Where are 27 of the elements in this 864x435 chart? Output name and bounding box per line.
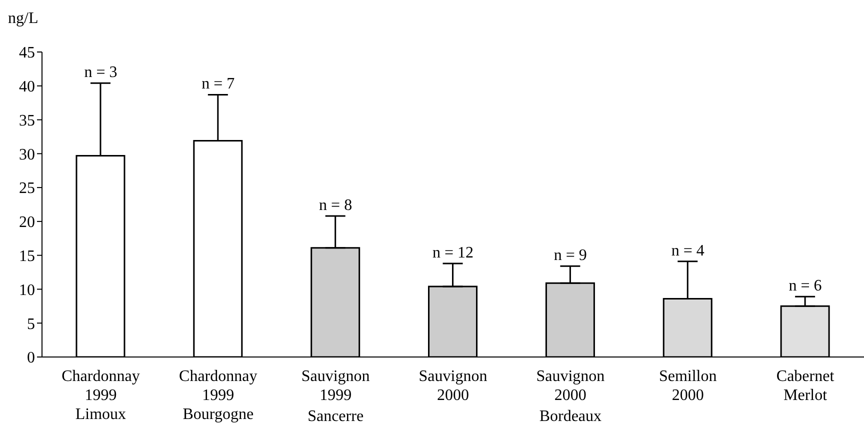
x-tick-label: Sauvignon 2000 bbox=[418, 368, 488, 404]
text: Sancerre bbox=[306, 408, 365, 426]
y-tick-label: 45 bbox=[19, 44, 35, 62]
annotation: n = 9 bbox=[554, 247, 587, 264]
y-tick-label: 30 bbox=[19, 146, 35, 164]
y-tick-label: 20 bbox=[19, 214, 35, 232]
text: Bordeaux bbox=[538, 408, 603, 426]
annotation: n = 3 bbox=[84, 64, 118, 82]
x-tick-label: Chardonnay 1999 Bourgogne bbox=[179, 368, 258, 423]
y-tick-label: 5 bbox=[27, 316, 35, 333]
y-tick-label: 15 bbox=[19, 248, 35, 266]
y-tick-label: 25 bbox=[19, 180, 35, 198]
y-tick-label: 10 bbox=[19, 282, 35, 299]
annotation: n = 7 bbox=[202, 76, 235, 93]
y-axis-title: ng/L bbox=[8, 10, 38, 28]
y-tick-label: 35 bbox=[19, 112, 35, 130]
x-tick-label: Sauvignon 1999 bbox=[301, 368, 370, 404]
annotation: n = 4 bbox=[671, 242, 704, 260]
x-tick-label: Semillon 2000 bbox=[658, 368, 717, 404]
annotation: n = 6 bbox=[788, 278, 822, 295]
x-tick-label: Cabernet Merlot bbox=[776, 368, 835, 404]
x-tick-label: Sauvignon 2000 bbox=[536, 368, 605, 404]
y-tick-label: 0 bbox=[27, 350, 35, 367]
annotation: n = 8 bbox=[319, 197, 352, 214]
y-tick-label: 40 bbox=[19, 78, 35, 96]
x-tick-label: Chardonnay 1999 Limoux bbox=[62, 368, 140, 423]
annotation: n = 12 bbox=[432, 244, 474, 262]
